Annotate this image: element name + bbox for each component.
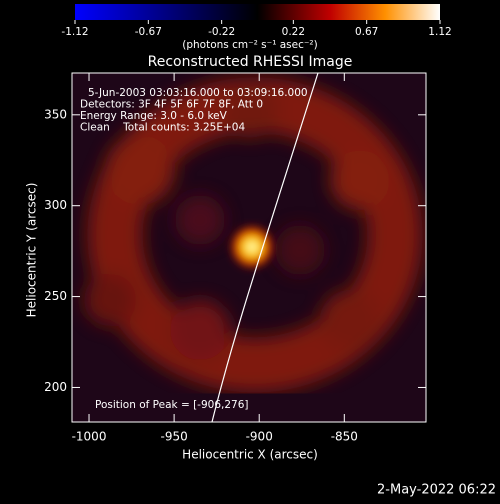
x-axis-label: Heliocentric X (arcsec) [182,448,318,462]
colorbar-tick-label: -0.22 [208,26,235,38]
footer-date: 2-May-2022 06:22 [377,483,496,498]
y-tick-label: 350 [44,107,67,121]
y-tick-label: 250 [44,289,67,303]
y-axis-label: Heliocentric Y (arcsec) [25,183,39,318]
colorbar [75,4,440,20]
info-line: Clean Total counts: 3.25E+04 [80,122,245,134]
colorbar-label: (photons cm⁻² s⁻¹ asec⁻²) [182,39,317,51]
plot-frame [71,72,427,423]
colorbar-tick-label: 0.22 [282,26,305,38]
info-line: Energy Range: 3.0 - 6.0 keV [80,110,228,122]
y-tick-label: 300 [44,198,67,212]
colorbar-tick-label: 1.12 [428,26,451,38]
info-line: 5-Jun-2003 03:03:16.000 to 03:09:16.000 [88,87,308,99]
peak-text: Position of Peak = [-906,276] [95,399,249,411]
colorbar-tick-label: -1.12 [61,26,88,38]
x-tick-label: -1000 [72,430,107,444]
colorbar-tick-label: -0.67 [135,26,162,38]
heatmap [72,73,426,422]
x-tick-label: -850 [331,430,358,444]
info-line: Detectors: 3F 4F 5F 6F 7F 8F, Att 0 [80,99,263,111]
x-tick-label: -900 [246,430,273,444]
y-tick-label: 200 [44,380,67,394]
x-tick-label: -950 [160,430,187,444]
colorbar-tick-label: 0.67 [355,26,378,38]
chart-title: Reconstructed RHESSI Image [148,54,353,70]
